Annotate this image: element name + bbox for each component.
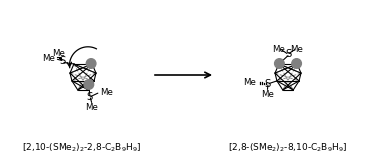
Text: S: S: [285, 49, 291, 60]
Circle shape: [274, 59, 284, 68]
Text: Me: Me: [273, 44, 285, 54]
Text: Me: Me: [53, 49, 65, 59]
Text: Me: Me: [243, 78, 256, 87]
Text: Me: Me: [261, 90, 274, 99]
Text: Me: Me: [85, 103, 98, 112]
Text: S: S: [87, 92, 93, 102]
Circle shape: [292, 59, 301, 68]
Text: Me: Me: [43, 54, 55, 63]
Circle shape: [84, 80, 94, 89]
Text: Me: Me: [291, 44, 303, 54]
Text: [2,8-(SMe$_2$)$_2$-8,10-C$_2$B$_9$H$_9$]: [2,8-(SMe$_2$)$_2$-8,10-C$_2$B$_9$H$_9$]: [228, 141, 348, 154]
Text: S: S: [60, 57, 66, 67]
Circle shape: [86, 59, 96, 68]
Text: Me: Me: [100, 88, 113, 97]
Text: [2,10-(SMe$_2$)$_2$-2,8-C$_2$B$_9$H$_9$]: [2,10-(SMe$_2$)$_2$-2,8-C$_2$B$_9$H$_9$]: [22, 141, 142, 154]
Text: S: S: [265, 79, 271, 89]
